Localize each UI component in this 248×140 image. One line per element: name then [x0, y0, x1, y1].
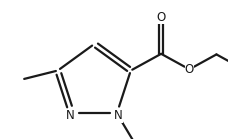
- Text: O: O: [185, 63, 194, 76]
- Text: O: O: [156, 11, 166, 24]
- Text: N: N: [114, 109, 123, 122]
- Text: N: N: [66, 109, 75, 122]
